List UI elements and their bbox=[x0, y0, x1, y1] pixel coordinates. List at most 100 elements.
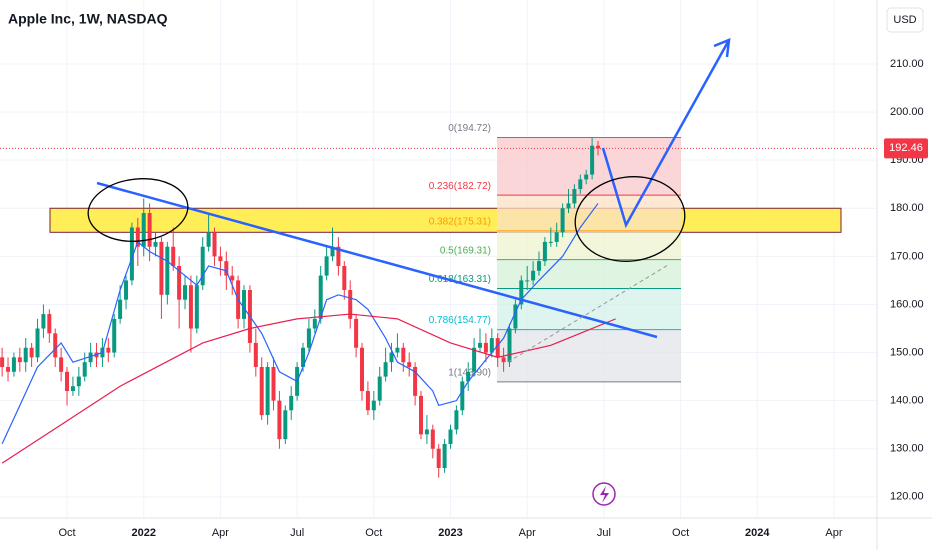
candle-body bbox=[566, 203, 571, 209]
candle-body bbox=[554, 232, 559, 242]
circle-annotation bbox=[87, 178, 189, 242]
y-tick-label: 130.00 bbox=[890, 443, 924, 455]
fib-band bbox=[497, 288, 681, 330]
candle-body bbox=[70, 386, 75, 392]
candle-body bbox=[424, 429, 429, 435]
candle-body bbox=[65, 371, 70, 392]
candle-body bbox=[177, 265, 182, 300]
lightning bbox=[600, 486, 609, 503]
candle-body bbox=[129, 227, 134, 281]
candle-body bbox=[542, 241, 547, 262]
candle-body bbox=[454, 410, 459, 430]
candle-body bbox=[171, 246, 176, 266]
candle-body bbox=[306, 328, 311, 348]
candle-body bbox=[0, 357, 5, 367]
candle-body bbox=[460, 381, 465, 411]
axes: 120.00 130.00 140.00 150.00 160.00 170.00 180.… bbox=[58, 58, 928, 539]
currency: USD bbox=[893, 14, 916, 26]
projection-arrow bbox=[601, 39, 731, 229]
candle-body bbox=[41, 314, 46, 329]
candle-body bbox=[507, 328, 512, 363]
candle-body bbox=[212, 232, 217, 257]
y-tick-label: 120.00 bbox=[890, 491, 924, 503]
candle-body bbox=[466, 371, 471, 382]
fib-band bbox=[497, 137, 681, 196]
candle-body bbox=[324, 256, 329, 276]
moving-average bbox=[1, 313, 616, 464]
candle-body bbox=[525, 280, 530, 282]
fib-label: 0.382(175.31) bbox=[429, 216, 491, 227]
candle-body bbox=[430, 429, 435, 449]
candle-body bbox=[165, 246, 170, 295]
candle-body bbox=[513, 304, 518, 329]
x-tick-label: 2024 bbox=[745, 527, 770, 539]
arrow-head bbox=[713, 38, 731, 58]
candle-body bbox=[124, 280, 129, 300]
candle-body bbox=[230, 275, 235, 281]
candle-body bbox=[377, 376, 382, 401]
fib-band bbox=[497, 195, 681, 231]
candle-body bbox=[224, 261, 229, 276]
fib-band bbox=[497, 329, 681, 382]
candle-body bbox=[407, 362, 412, 367]
candle-body bbox=[147, 213, 152, 247]
series bbox=[0, 137, 877, 478]
candle-body bbox=[578, 179, 583, 190]
candle-body bbox=[383, 362, 388, 377]
candle-body bbox=[572, 189, 577, 204]
candle-body bbox=[590, 145, 595, 175]
candle-body bbox=[253, 342, 258, 367]
dashed-line bbox=[507, 264, 669, 363]
x-tick-label: 2023 bbox=[438, 527, 462, 539]
last-price-label: 192.46 bbox=[889, 142, 923, 154]
candle-body bbox=[360, 347, 365, 392]
zone bbox=[49, 207, 842, 233]
candle-body bbox=[188, 285, 193, 329]
candle-body bbox=[112, 318, 117, 353]
candle-body bbox=[495, 338, 500, 358]
candle-body bbox=[183, 285, 188, 300]
candle-body bbox=[371, 400, 376, 411]
fib-label: 0.618(163.31) bbox=[429, 274, 491, 285]
y-tick-label: 160.00 bbox=[890, 298, 924, 310]
candle-body bbox=[548, 241, 553, 243]
candle-body bbox=[318, 275, 323, 319]
x-tick-label: 2022 bbox=[131, 527, 155, 539]
candle-body bbox=[584, 174, 589, 180]
candle-body bbox=[159, 241, 164, 295]
candle-body bbox=[17, 357, 22, 363]
candle-body bbox=[489, 338, 494, 353]
candle-body bbox=[200, 246, 205, 286]
candle-body bbox=[596, 145, 601, 149]
fib-label: 0.236(182.72) bbox=[429, 181, 491, 192]
candle-body bbox=[106, 347, 111, 353]
drawings bbox=[87, 38, 731, 506]
candle-body bbox=[395, 347, 400, 353]
candle-body bbox=[118, 299, 123, 319]
candle-body bbox=[342, 265, 347, 291]
candle-body bbox=[283, 410, 288, 440]
candle-body bbox=[289, 395, 294, 411]
candle-body bbox=[23, 347, 28, 363]
candle-body bbox=[389, 352, 394, 363]
candle-body bbox=[277, 400, 282, 440]
y-tick-label: 200.00 bbox=[890, 106, 924, 118]
candle-body bbox=[35, 328, 40, 358]
candle-body bbox=[312, 318, 317, 329]
price-axis bbox=[877, 0, 932, 550]
candle-body bbox=[141, 213, 146, 247]
candle-body bbox=[365, 391, 370, 411]
candle-body bbox=[6, 366, 11, 372]
moving-average bbox=[1, 203, 599, 445]
candle-body bbox=[59, 357, 64, 372]
candle-body bbox=[259, 366, 264, 416]
candle-body bbox=[11, 357, 16, 372]
candle-body bbox=[271, 366, 276, 401]
currency-box[interactable] bbox=[886, 7, 924, 33]
y-tick-label: 170.00 bbox=[890, 250, 924, 262]
candle-body bbox=[47, 314, 52, 334]
candle-body bbox=[401, 347, 406, 363]
candle-body bbox=[336, 246, 341, 266]
candle-body bbox=[537, 261, 542, 271]
